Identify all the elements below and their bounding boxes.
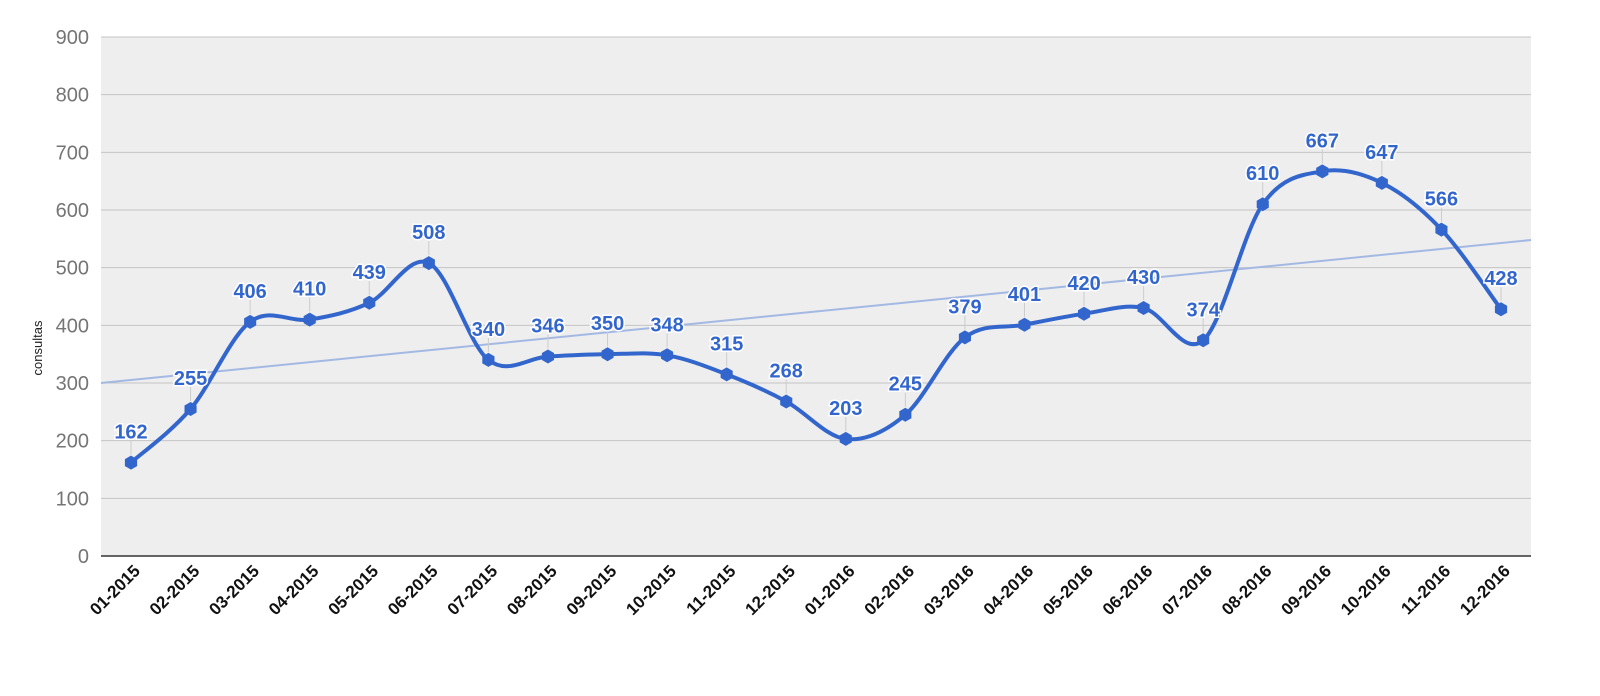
- data-point: [899, 407, 912, 422]
- data-label: 374: [1186, 299, 1220, 321]
- data-point: [1018, 317, 1031, 332]
- x-tick-label: 10-2015: [622, 561, 680, 619]
- data-label: 566: [1425, 189, 1458, 211]
- data-point: [303, 312, 316, 327]
- data-label: 268: [770, 360, 803, 382]
- data-label: 439: [353, 262, 386, 284]
- data-label: 255: [174, 368, 207, 390]
- data-label: 379: [948, 296, 981, 318]
- y-tick-label: 300: [56, 373, 89, 395]
- x-tick-label: 10-2016: [1337, 561, 1395, 619]
- x-tick-label: 03-2015: [205, 561, 263, 619]
- x-tick-label: 08-2015: [503, 561, 561, 619]
- trendline: [100, 238, 1532, 384]
- data-point: [482, 352, 495, 367]
- data-point: [839, 431, 852, 446]
- data-point: [601, 347, 614, 362]
- x-tick-label: 05-2015: [325, 561, 383, 619]
- x-tick-label: 02-2015: [146, 561, 204, 619]
- data-point: [244, 314, 257, 329]
- x-tick-label: 11-2016: [1397, 561, 1454, 618]
- x-tick-label: 03-2016: [920, 561, 978, 619]
- data-point: [958, 330, 971, 345]
- x-tick-label: 12-2015: [741, 561, 799, 619]
- data-label: 647: [1365, 142, 1398, 164]
- x-tick-label: 01-2015: [86, 561, 144, 619]
- data-label: 410: [293, 279, 326, 301]
- y-tick-label: 400: [56, 315, 89, 337]
- data-label: 667: [1306, 130, 1339, 152]
- data-label: 508: [412, 222, 445, 244]
- data-label: 406: [233, 281, 266, 303]
- data-label: 245: [889, 374, 922, 396]
- data-point: [1137, 301, 1150, 315]
- data-label: 162: [114, 422, 147, 444]
- data-point: [1256, 197, 1269, 212]
- x-tick-label: 06-2016: [1099, 561, 1157, 619]
- data-label: 401: [1008, 284, 1041, 306]
- x-tick-label: 07-2016: [1158, 561, 1216, 619]
- x-tick-label: 06-2015: [384, 561, 442, 619]
- data-point: [1197, 333, 1210, 348]
- data-label: 348: [650, 314, 683, 336]
- x-tick-label: 05-2016: [1039, 561, 1097, 619]
- data-label: 203: [829, 398, 862, 420]
- data-label: 346: [531, 315, 564, 337]
- x-tick-label: 01-2016: [801, 561, 859, 619]
- data-point: [184, 402, 197, 416]
- data-point: [422, 256, 435, 271]
- y-tick-label: 100: [56, 488, 89, 510]
- y-tick-label: 700: [56, 142, 89, 164]
- data-point: [661, 348, 674, 363]
- data-point: [780, 394, 793, 409]
- data-point: [1316, 164, 1329, 179]
- y-tick-label: 900: [56, 27, 89, 49]
- x-tick-label: 08-2016: [1218, 561, 1276, 619]
- x-tick-label: 02-2016: [861, 561, 919, 619]
- x-tick-label: 09-2015: [563, 561, 621, 619]
- data-label: 428: [1484, 268, 1517, 290]
- x-tick-label: 04-2016: [980, 561, 1038, 619]
- data-point: [1494, 302, 1508, 317]
- data-point: [720, 367, 733, 382]
- data-label: 420: [1067, 273, 1100, 295]
- x-tick-label: 04-2015: [265, 561, 323, 619]
- plot-background: [101, 37, 1531, 556]
- x-tick-label: 11-2015: [683, 561, 740, 618]
- data-point: [124, 455, 138, 470]
- data-point: [1078, 306, 1091, 321]
- y-axis-label: consultas: [30, 320, 45, 375]
- x-tick-label: 07-2015: [444, 561, 502, 619]
- x-tick-label: 09-2016: [1278, 561, 1336, 619]
- y-tick-label: 0: [78, 546, 89, 568]
- data-point: [541, 349, 554, 364]
- data-point: [1375, 175, 1388, 190]
- y-tick-label: 200: [56, 431, 89, 453]
- data-point: [1435, 222, 1448, 237]
- data-point: [363, 295, 376, 310]
- y-tick-label: 800: [56, 85, 89, 107]
- x-tick-label: 12-2016: [1456, 561, 1514, 619]
- y-tick-label: 600: [56, 200, 89, 222]
- y-tick-label: 500: [56, 258, 89, 280]
- data-label: 350: [591, 313, 624, 335]
- data-label: 610: [1246, 163, 1279, 185]
- data-label: 340: [472, 319, 505, 341]
- data-label: 430: [1127, 267, 1160, 289]
- data-label: 315: [710, 333, 743, 355]
